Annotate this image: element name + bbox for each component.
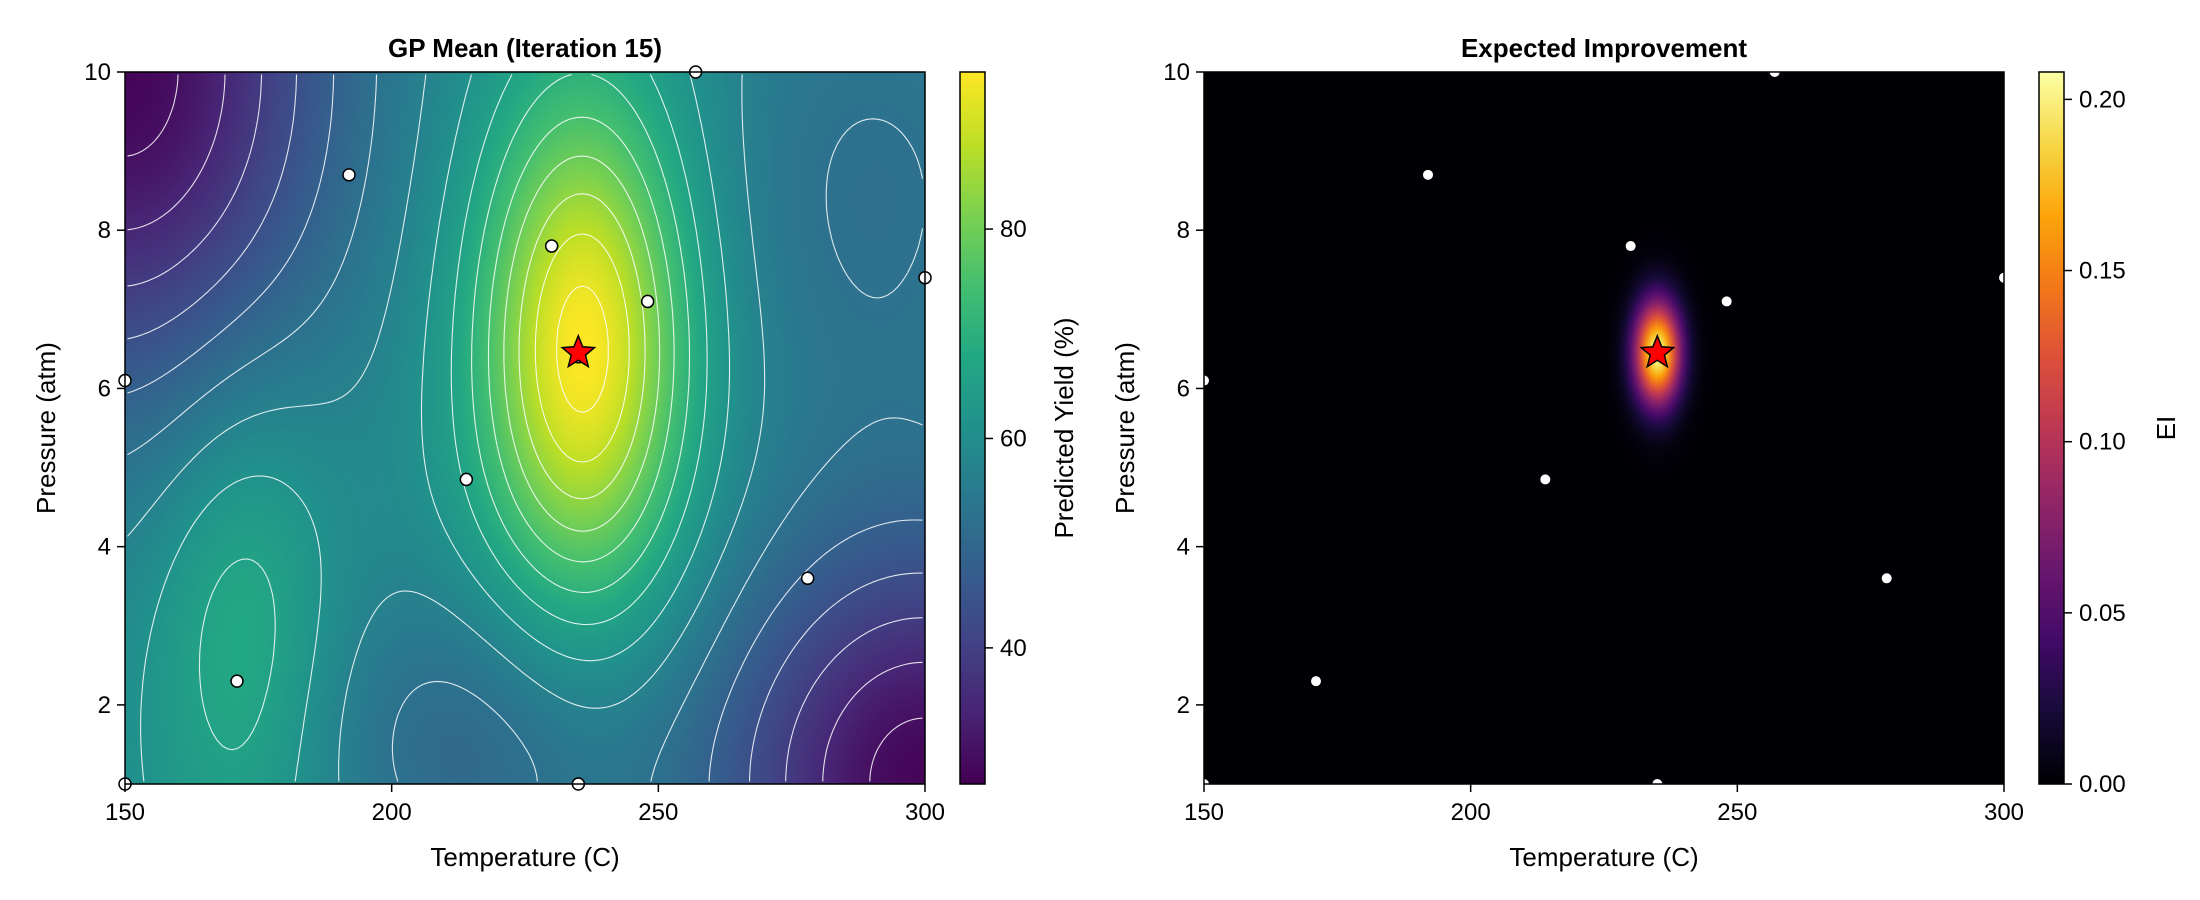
next-point-marker xyxy=(560,333,597,369)
observation-point xyxy=(342,168,356,182)
y-tick-label: 4 xyxy=(98,534,111,561)
star-marker xyxy=(560,333,597,369)
observation-point xyxy=(1540,474,1551,485)
colorbar-label: EI xyxy=(2151,416,2181,441)
y-ticks: 2 4 6 8 10 xyxy=(84,59,125,719)
star-marker xyxy=(1639,333,1676,369)
colorbar-frame xyxy=(2038,71,2065,785)
x-tick-label: 300 xyxy=(905,799,945,826)
colorbar-tick-label: 0.00 xyxy=(2079,771,2126,798)
colorbar-tick-label: 0.10 xyxy=(2079,429,2126,456)
y-tick-label: 10 xyxy=(84,59,111,86)
observation-point xyxy=(1311,676,1321,687)
colorbar xyxy=(960,72,985,784)
x-ticks: 150 200 250 300 xyxy=(1184,784,2024,826)
observation-point xyxy=(1423,169,1433,180)
ei-heatmap xyxy=(1204,72,2004,784)
x-axis-label: Temperature (C) xyxy=(430,842,619,872)
y-axis-label: Pressure (atm) xyxy=(31,342,61,514)
y-ticks: 2 4 6 8 10 xyxy=(1163,59,1204,719)
colorbar-tick-label: 40 xyxy=(1000,635,1027,662)
colorbar-label: Predicted Yield (%) xyxy=(1049,317,1079,538)
expected-improvement-panel: Expected Improvement 150 200 250 300 2 4 6 8 10… xyxy=(1110,33,2181,872)
observation-point xyxy=(1625,241,1636,252)
gp-mean-heatmap xyxy=(125,72,925,784)
x-tick-label: 200 xyxy=(1451,799,1491,826)
chart-title: GP Mean (Iteration 15) xyxy=(388,33,662,63)
observation-point xyxy=(1721,296,1732,307)
x-ticks: 150 200 250 300 xyxy=(105,784,945,826)
x-tick-label: 150 xyxy=(105,799,145,826)
y-tick-label: 8 xyxy=(98,217,111,244)
x-tick-label: 250 xyxy=(638,799,678,826)
observation-point xyxy=(800,571,815,586)
gp-mean-panel: GP Mean (Iteration 15) 150 200 250 300 2 4 6 8… xyxy=(31,33,1079,872)
colorbar-ticks: 40 60 80 xyxy=(985,216,1027,662)
x-tick-label: 300 xyxy=(1984,799,2024,826)
colorbar-tick-label: 60 xyxy=(1000,425,1027,452)
y-axis-label: Pressure (atm) xyxy=(1110,342,1140,514)
x-axis-label: Temperature (C) xyxy=(1509,842,1698,872)
colorbar-tick-label: 0.15 xyxy=(2079,258,2126,285)
y-tick-label: 2 xyxy=(1177,692,1190,719)
y-tick-label: 10 xyxy=(1163,59,1190,86)
plot-frame xyxy=(124,71,926,785)
colorbar-tick-label: 80 xyxy=(1000,216,1027,243)
observation-point xyxy=(230,674,244,688)
colorbar-tick-label: 0.05 xyxy=(2079,600,2126,627)
colorbar-ticks: 0.00 0.05 0.10 0.15 0.20 xyxy=(2064,86,2126,798)
next-point-marker xyxy=(1639,333,1676,369)
y-tick-label: 6 xyxy=(98,375,111,402)
y-tick-label: 4 xyxy=(1177,534,1190,561)
contour-path xyxy=(127,73,924,782)
colorbar-tick-label: 0.20 xyxy=(2079,86,2126,113)
contour-lines xyxy=(127,73,924,782)
x-tick-label: 150 xyxy=(1184,799,1224,826)
colorbar-frame xyxy=(959,71,986,785)
y-tick-label: 6 xyxy=(1177,375,1190,402)
x-tick-label: 200 xyxy=(372,799,412,826)
y-tick-label: 2 xyxy=(98,692,111,719)
chart-title: Expected Improvement xyxy=(1461,33,1747,63)
observation-point xyxy=(544,239,559,253)
y-tick-label: 8 xyxy=(1177,217,1190,244)
observation-point xyxy=(459,472,474,487)
observation-point xyxy=(1881,573,1892,584)
colorbar xyxy=(2039,72,2064,784)
plot-frame xyxy=(1203,71,2005,785)
observation-point xyxy=(640,294,655,309)
x-tick-label: 250 xyxy=(1717,799,1757,826)
